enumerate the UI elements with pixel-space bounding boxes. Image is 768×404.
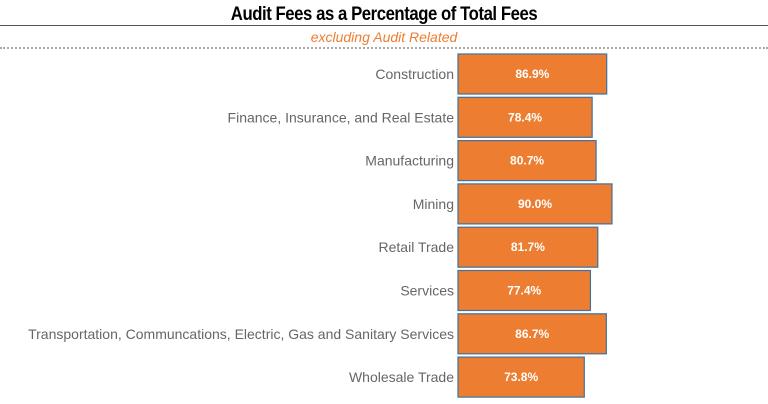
category-label: Finance, Insurance, and Real Estate — [228, 109, 455, 125]
data-label: 73.8% — [504, 370, 538, 384]
data-label: 80.7% — [510, 154, 544, 168]
bar — [457, 269, 592, 312]
title-divider — [0, 25, 768, 26]
data-label: 90.0% — [518, 197, 552, 211]
data-label: 86.7% — [515, 327, 549, 341]
category-label: Construction — [375, 66, 454, 82]
category-label: Services — [400, 283, 454, 299]
data-label: 86.9% — [515, 67, 549, 81]
bar — [457, 183, 613, 225]
chart-title: Audit Fees as a Percentage of Total Fees — [230, 4, 538, 25]
bar — [457, 313, 607, 355]
data-label: 77.4% — [507, 284, 541, 298]
category-label: Wholesale Trade — [349, 369, 454, 385]
bar — [457, 53, 608, 95]
chart-subtitle: excluding Audit Related — [310, 29, 458, 45]
category-label: Mining — [413, 196, 454, 212]
bar — [457, 356, 585, 398]
subtitle-divider — [0, 47, 768, 49]
bar — [457, 226, 599, 268]
category-label: Transportation, Communcations, Electric,… — [28, 326, 454, 342]
category-label: Manufacturing — [365, 153, 454, 169]
data-label: 78.4% — [508, 110, 542, 124]
category-label: Retail Trade — [379, 239, 455, 255]
bar — [457, 140, 597, 182]
data-label: 81.7% — [511, 240, 545, 254]
bar — [457, 96, 593, 138]
